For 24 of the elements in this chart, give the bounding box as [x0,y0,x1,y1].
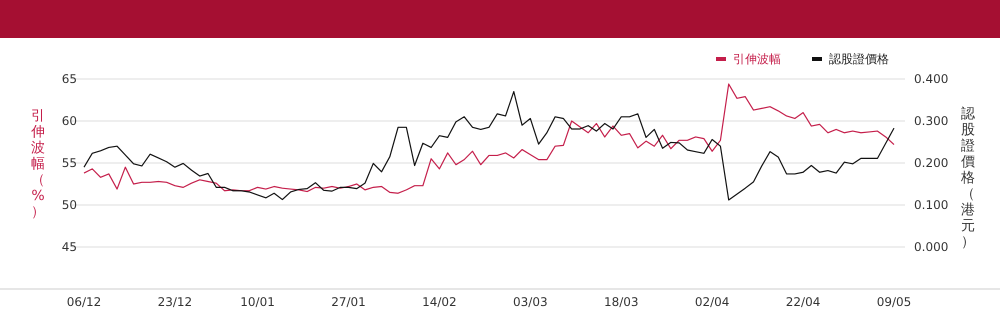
x-tick-label: 27/01 [331,295,366,309]
x-tick-label: 14/02 [422,295,457,309]
x-tick-label: 06/12 [66,295,102,309]
x-tick-label: 09/05 [876,295,912,309]
y-tick-label: 50 [62,198,77,212]
x-tick-label: 23/12 [158,295,192,309]
y-axis-title: 引伸波幅（%） [30,108,45,220]
y2-tick-label: 0.000 [914,240,948,254]
y-tick-label: 65 [62,72,77,86]
x-tick-label: 02/04 [694,295,730,309]
y2-tick-label: 0.200 [914,156,948,170]
y-tick-label: 55 [62,156,77,170]
y2-tick-label: 0.100 [914,198,948,212]
legend-label: 引伸波幅 [733,52,781,66]
y-tick-label: 60 [62,114,77,128]
y-tick-label: 45 [62,240,77,254]
text: 認股證價格（港元） [961,106,975,250]
x-tick-label: 10/01 [240,295,275,309]
x-tick-label: 18/03 [604,295,639,309]
y2-tick-label: 0.400 [914,72,948,86]
x-tick-label: 03/03 [513,295,548,309]
x-tick-label: 22/04 [786,295,820,309]
y2-tick-label: 0.300 [914,114,948,128]
legend-label: 認股證價格 [829,52,889,66]
